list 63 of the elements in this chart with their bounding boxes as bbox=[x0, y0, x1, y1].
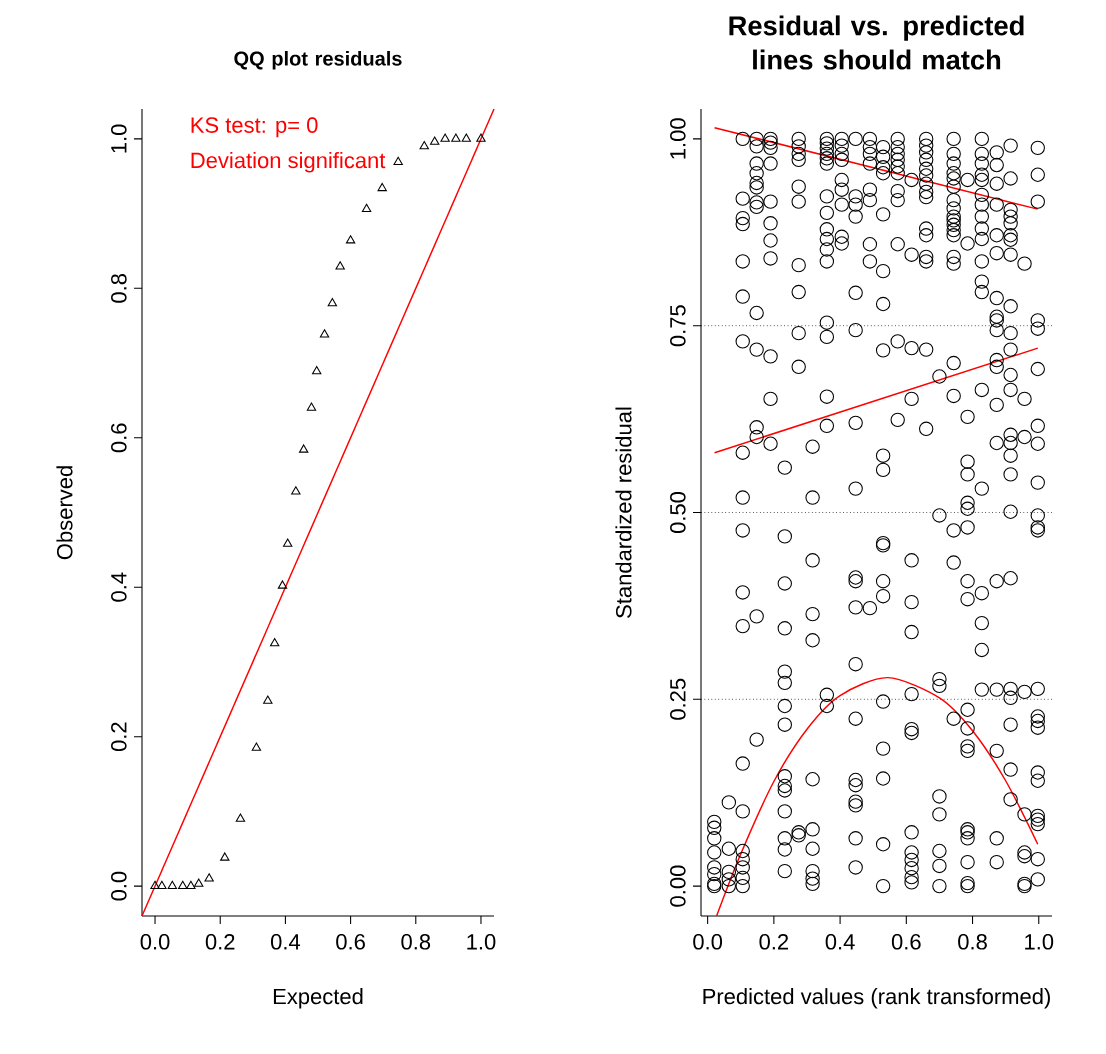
point bbox=[345, 235, 356, 244]
point bbox=[461, 133, 471, 142]
point bbox=[327, 297, 338, 307]
point bbox=[194, 878, 204, 887]
y-tick-label: 1.0 bbox=[111, 124, 127, 153]
point bbox=[306, 402, 317, 411]
point bbox=[150, 880, 160, 890]
x-tick-label: 1.0 bbox=[1025, 934, 1054, 950]
chart-title: QQ plot residuals bbox=[234, 50, 402, 70]
point bbox=[377, 182, 387, 192]
x-tick-label: 0.2 bbox=[205, 934, 235, 950]
point bbox=[298, 444, 309, 453]
point bbox=[220, 852, 230, 861]
point bbox=[451, 133, 461, 142]
y-tick-label: 0.6 bbox=[111, 423, 127, 453]
x-tick-label: 0.6 bbox=[336, 934, 365, 950]
x-tick-label: 0.6 bbox=[891, 934, 921, 950]
point bbox=[269, 637, 280, 647]
x-tick-label: 0.8 bbox=[401, 934, 431, 950]
y-tick-label: 0.2 bbox=[111, 722, 127, 752]
point bbox=[204, 873, 214, 882]
x-axis-title: Expected bbox=[273, 988, 363, 1009]
y-tick-label: 0.4 bbox=[111, 572, 127, 602]
y-tick-label: 0.75 bbox=[670, 305, 686, 347]
point bbox=[419, 141, 429, 150]
point bbox=[393, 156, 403, 165]
x-tick-label: 0.8 bbox=[958, 934, 987, 950]
y-tick-label: 0.50 bbox=[670, 491, 686, 534]
point bbox=[440, 133, 450, 142]
point bbox=[235, 813, 246, 822]
y-tick-label: 0.25 bbox=[670, 678, 686, 720]
y-tick-label: 1.00 bbox=[670, 118, 686, 159]
y-tick-label: 0.8 bbox=[111, 274, 127, 303]
x-tick-label: 0.0 bbox=[140, 934, 170, 950]
point bbox=[361, 203, 372, 213]
point bbox=[167, 880, 178, 890]
y-tick-label: 0.00 bbox=[670, 865, 686, 907]
annotation: KS test: p= 0 bbox=[191, 117, 318, 138]
x-tick-label: 0.4 bbox=[270, 934, 301, 950]
point bbox=[291, 486, 301, 495]
point bbox=[476, 133, 486, 142]
point bbox=[277, 580, 288, 589]
x-tick-label: 1.0 bbox=[467, 934, 496, 950]
x-tick-label: 0.0 bbox=[693, 934, 723, 950]
point bbox=[312, 365, 322, 375]
line-series bbox=[715, 676, 1039, 917]
point bbox=[319, 329, 330, 338]
point bbox=[186, 880, 196, 890]
y-axis-title: Observed bbox=[56, 466, 73, 560]
point bbox=[429, 136, 440, 145]
y-tick-label: 0.0 bbox=[111, 871, 127, 901]
point bbox=[283, 538, 293, 547]
point bbox=[251, 742, 262, 751]
x-axis-title: Predicted values (rank transformed) bbox=[703, 988, 1050, 1009]
point bbox=[157, 880, 167, 890]
y-axis-title: Standardized residual bbox=[615, 407, 632, 618]
x-tick-label: 0.4 bbox=[825, 934, 855, 950]
point bbox=[335, 261, 345, 270]
point bbox=[178, 880, 188, 890]
x-tick-label: 0.2 bbox=[759, 934, 789, 950]
chart-title: Residual vs. predicted lines should match bbox=[729, 15, 1024, 70]
point bbox=[263, 695, 273, 704]
annotation: Deviation significant bbox=[191, 152, 386, 173]
